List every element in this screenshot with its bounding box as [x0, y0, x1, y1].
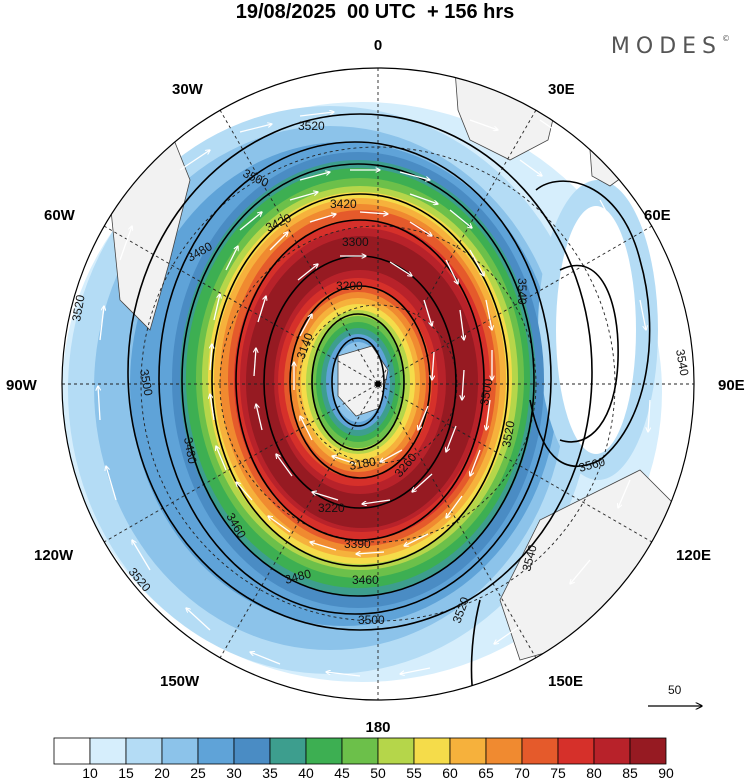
colorbar-swatch — [89, 737, 127, 765]
colorbar-label: 60 — [442, 765, 458, 781]
colorbar-label: 25 — [190, 765, 206, 781]
contour-label-3500c: 3500 — [137, 368, 155, 397]
lon-label-90w: 90W — [6, 377, 38, 394]
colorbar-label: 75 — [550, 765, 566, 781]
colorbar-label: 10 — [82, 765, 98, 781]
wind-speed-field — [62, 68, 694, 700]
contour-label-3560: 3560 — [577, 454, 607, 475]
longitude-labels: 0 30E 60E 90E 120E 150E 180 150W 120W 90… — [6, 37, 745, 736]
lon-label-180: 180 — [365, 719, 390, 736]
brand-text: MODES — [610, 34, 722, 59]
contour-label-3220: 3220 — [318, 501, 345, 515]
contour-label-3300: 3300 — [342, 235, 369, 249]
colorbar-label: 50 — [370, 765, 386, 781]
east-calm-zone — [556, 206, 636, 454]
contour-label-3540: 3540 — [515, 278, 529, 305]
map-boundary — [61, 67, 695, 701]
brand-logo: MODES© — [611, 34, 730, 59]
colorbar-label: 15 — [118, 765, 134, 781]
colorbar-swatch — [485, 737, 523, 765]
contour-label-3480b: 3480 — [283, 566, 313, 587]
contour-label-3500b: 3500 — [358, 613, 385, 627]
colorbar-label: 80 — [586, 765, 602, 781]
lon-label-150w: 150W — [160, 673, 200, 690]
reference-vector-label: 50 — [668, 683, 682, 697]
height-contours — [127, 113, 651, 700]
contour-label-3540b: 3540 — [673, 348, 691, 377]
colorbar-label: 20 — [154, 765, 170, 781]
colorbar-label: 65 — [478, 765, 494, 781]
colorbar-swatch — [233, 737, 271, 765]
brand-mark: © — [722, 34, 730, 43]
colorbar-label: 40 — [298, 765, 314, 781]
lon-label-0: 0 — [374, 37, 382, 54]
contour-label-3540c: 3540 — [519, 543, 540, 573]
colorbar-label: 70 — [514, 765, 530, 781]
colorbar-swatch — [413, 737, 451, 765]
colorbar-swatch — [341, 737, 379, 765]
south-pole-marker — [375, 381, 381, 387]
contour-label-3390: 3390 — [344, 537, 371, 551]
colorbar-labels: 10 15 20 25 30 35 40 45 50 55 60 65 70 75 80 85 90 — [82, 765, 674, 781]
contour-label-3180: 3180 — [348, 454, 377, 472]
lon-label-120w: 120W — [34, 547, 74, 564]
contour-label-3200: 3200 — [336, 279, 363, 293]
colorbar-label: 85 — [622, 765, 638, 781]
colorbar-swatch — [269, 737, 307, 765]
map-title: 19/08/2025 00 UTC + 156 hrs — [235, 1, 515, 23]
lon-label-30w: 30W — [172, 81, 204, 98]
contour-label-3520: 3520 — [298, 119, 325, 133]
colorbar-label: 35 — [262, 765, 278, 781]
colorbar-swatch — [593, 737, 631, 765]
reference-vector: 50 — [648, 683, 702, 706]
contour-label-3520c: 3520 — [499, 419, 517, 448]
colorbar-label: 90 — [658, 765, 674, 781]
colorbar-swatch — [521, 737, 559, 765]
colorbar-swatches — [53, 737, 667, 765]
contour-label-3460: 3460 — [352, 573, 379, 587]
lon-label-60e: 60E — [644, 207, 671, 224]
colorbar-swatch — [125, 737, 163, 765]
lon-label-90e: 90E — [718, 377, 745, 394]
colorbar-swatch — [197, 737, 235, 765]
colorbar-swatch — [161, 737, 199, 765]
colorbar-swatch — [629, 737, 667, 765]
colorbar-label: 30 — [226, 765, 242, 781]
colorbar-label: 45 — [334, 765, 350, 781]
lon-label-60w: 60W — [44, 207, 76, 224]
contour-labels: 3520 3500 3420 3420 3480 3300 3200 3140 … — [69, 119, 691, 627]
contour-label-3420b: 3420 — [330, 197, 357, 211]
lon-label-150e: 150E — [548, 673, 583, 690]
contour-label-3500d: 3500 — [477, 377, 495, 406]
colorbar-swatch — [449, 737, 487, 765]
contour-label-3480c: 3480 — [181, 436, 199, 465]
colorbar-swatch — [557, 737, 595, 765]
colorbar-swatch — [377, 737, 415, 765]
wind-vectors — [98, 112, 650, 677]
colorbar-label: 55 — [406, 765, 422, 781]
colorbar-swatch — [305, 737, 343, 765]
lon-label-120e: 120E — [676, 547, 711, 564]
lon-label-30e: 30E — [548, 81, 575, 98]
colorbar-swatch — [53, 737, 91, 765]
contour-label-3520d: 3520 — [69, 293, 87, 322]
